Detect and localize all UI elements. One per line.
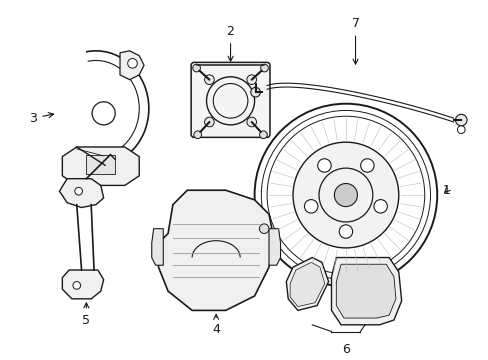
- Polygon shape: [62, 270, 103, 299]
- Polygon shape: [336, 264, 395, 318]
- Polygon shape: [151, 229, 163, 265]
- Circle shape: [250, 87, 260, 97]
- Polygon shape: [289, 262, 324, 307]
- Circle shape: [456, 126, 464, 134]
- Wedge shape: [334, 184, 357, 207]
- Text: 7: 7: [351, 17, 359, 64]
- Text: 6: 6: [341, 343, 349, 356]
- Polygon shape: [268, 229, 280, 265]
- FancyBboxPatch shape: [191, 62, 269, 138]
- Circle shape: [246, 75, 256, 85]
- Circle shape: [246, 117, 256, 127]
- Text: 1: 1: [442, 184, 450, 197]
- Text: 4: 4: [212, 314, 220, 336]
- Circle shape: [360, 159, 373, 172]
- FancyBboxPatch shape: [86, 155, 115, 174]
- Circle shape: [259, 131, 267, 139]
- Polygon shape: [62, 147, 139, 185]
- Circle shape: [373, 199, 386, 213]
- Polygon shape: [158, 190, 273, 310]
- Circle shape: [292, 142, 398, 248]
- Circle shape: [204, 75, 214, 85]
- Circle shape: [193, 131, 201, 139]
- Text: 5: 5: [82, 303, 90, 327]
- Circle shape: [75, 187, 82, 195]
- Circle shape: [204, 117, 214, 127]
- Circle shape: [339, 225, 352, 238]
- Circle shape: [304, 199, 317, 213]
- Circle shape: [127, 59, 137, 68]
- Polygon shape: [286, 257, 328, 310]
- Text: 3: 3: [29, 112, 54, 125]
- Circle shape: [192, 64, 200, 72]
- Circle shape: [317, 159, 330, 172]
- Circle shape: [454, 114, 466, 126]
- Text: 2: 2: [226, 25, 234, 61]
- Polygon shape: [60, 179, 103, 207]
- Circle shape: [260, 64, 268, 72]
- Polygon shape: [331, 257, 401, 325]
- Polygon shape: [120, 51, 144, 80]
- Circle shape: [73, 282, 81, 289]
- Circle shape: [259, 224, 268, 234]
